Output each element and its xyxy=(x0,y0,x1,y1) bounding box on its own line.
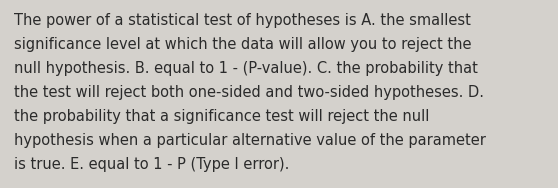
Text: hypothesis when a particular alternative value of the parameter: hypothesis when a particular alternative… xyxy=(14,133,486,148)
Text: The power of a statistical test of hypotheses is A. the smallest: The power of a statistical test of hypot… xyxy=(14,13,471,28)
Text: null hypothesis. B. equal to 1 - (P-value). C. the probability that: null hypothesis. B. equal to 1 - (P-valu… xyxy=(14,61,478,76)
Text: is true. E. equal to 1 - P (Type I error).: is true. E. equal to 1 - P (Type I error… xyxy=(14,157,290,172)
Text: the test will reject both one-sided and two-sided hypotheses. D.: the test will reject both one-sided and … xyxy=(14,85,484,100)
Text: the probability that a significance test will reject the null: the probability that a significance test… xyxy=(14,109,429,124)
Text: significance level at which the data will allow you to reject the: significance level at which the data wil… xyxy=(14,37,472,52)
